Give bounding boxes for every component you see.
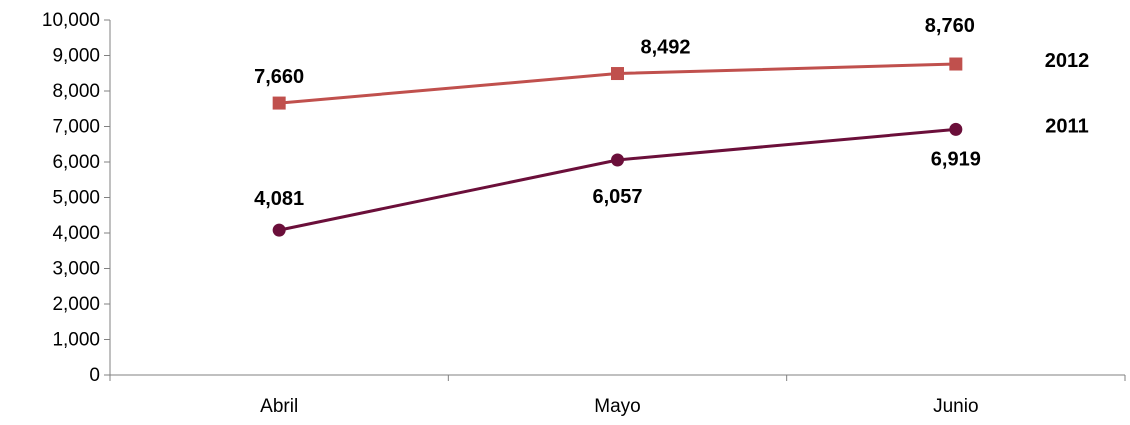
y-tick-label: 1,000 <box>52 330 100 351</box>
series-2011-marker <box>611 153 624 167</box>
data-label: 8,492 <box>640 37 690 59</box>
series-label-2011: 2011 <box>1045 115 1088 137</box>
y-tick-label: 9,000 <box>52 46 100 67</box>
data-label: 7,660 <box>254 66 304 88</box>
data-label: 6,057 <box>592 186 642 208</box>
y-tick-label: 8,000 <box>52 81 100 102</box>
axes: 0 1,000 2,000 3,000 4,000 5,000 6,000 7,000 8,00… <box>42 10 1126 417</box>
y-tick-label: 6,000 <box>52 152 100 173</box>
y-tick-label: 7,000 <box>52 117 100 138</box>
data-label: 8,760 <box>925 15 975 37</box>
y-tick-label: 3,000 <box>52 259 100 280</box>
y-tick-label: 5,000 <box>52 188 100 209</box>
x-tick-label: Junio <box>933 396 978 417</box>
x-tick-label: Mayo <box>594 396 640 417</box>
y-tick-label: 10,000 <box>42 10 100 31</box>
y-tick-label: 0 <box>89 365 100 386</box>
x-tick-label: Abril <box>260 396 298 417</box>
series-label-2012: 2012 <box>1045 50 1090 72</box>
series-2011-marker <box>949 122 963 136</box>
data-label: 4,081 <box>254 188 304 210</box>
series-line-2011 <box>278 127 956 232</box>
series-markers <box>272 57 963 237</box>
series-2011-marker <box>272 223 286 237</box>
data-labels: 7,660 8,492 8,760 2012 4,081 6,057 6,919 2011 <box>254 15 1089 210</box>
series-2012-marker <box>949 57 963 71</box>
data-label: 6,919 <box>931 148 981 170</box>
y-tick-label: 4,000 <box>52 223 100 244</box>
series-2012-marker <box>272 96 286 110</box>
series-2012-marker <box>611 67 624 81</box>
y-tick-label: 2,000 <box>52 294 100 315</box>
